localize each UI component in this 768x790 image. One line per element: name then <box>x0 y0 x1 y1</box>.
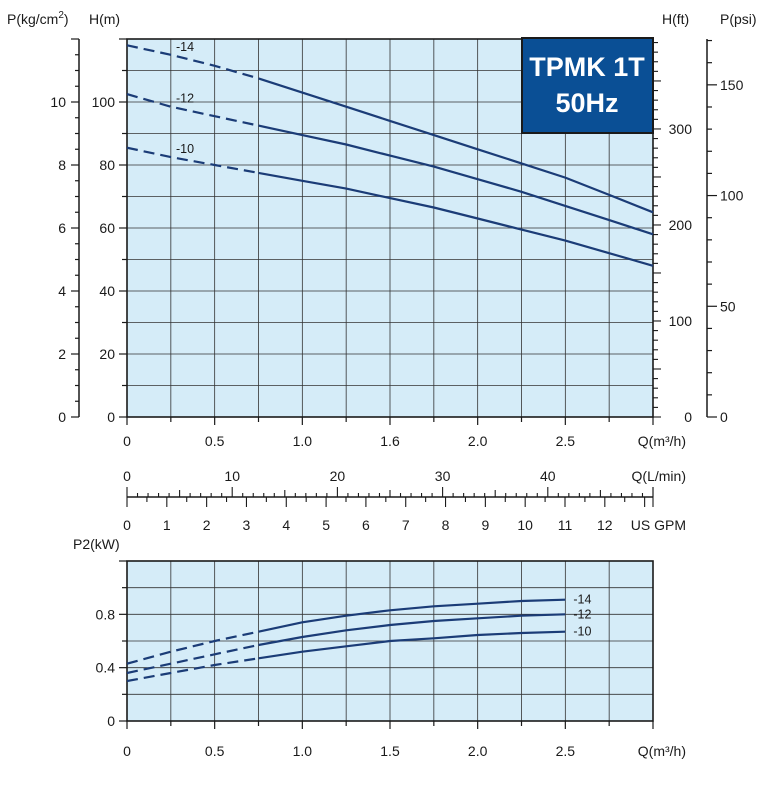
model-badge: TPMK 1T 50Hz <box>521 37 654 134</box>
power-chart: 00.40.8P2(kW)0 0.5 1.0 1.5 2.0 2.5 Q(m³/h)-14-… <box>73 536 686 759</box>
flow-gpm-tick-label-1: 1 <box>163 517 171 533</box>
power-flow-tick-label-2-5: 2.5 <box>556 743 576 759</box>
power-curve-dashed-10 <box>126 657 259 683</box>
head-m-tick-label-100: 100 <box>92 94 116 110</box>
power-curve-14 <box>258 598 566 633</box>
pressure-kg-tick-label-4: 4 <box>58 283 66 299</box>
head-m-tick-label-80: 80 <box>99 157 115 173</box>
head-m-tick-label-60: 60 <box>99 220 115 236</box>
head-m-tick-label-40: 40 <box>99 283 115 299</box>
power-flow-tick-label-1-0: 1.0 <box>293 743 313 759</box>
flow-gpm-axis-title: US GPM <box>631 517 686 533</box>
power-curve-dashed-14 <box>126 630 259 665</box>
head-ft-axis-title: H(ft) <box>662 11 689 27</box>
flow-gpm-axis: 0 1 2 3 4 5 6 7 8 9 10 11 12 US GPM <box>123 497 686 533</box>
power-curve-12 <box>258 613 566 647</box>
power-y-tick-label-0-8: 0.8 <box>96 606 116 622</box>
flow-gpm-tick-label-2: 2 <box>203 517 211 533</box>
power-curve-10 <box>258 630 566 660</box>
flow-gpm-tick-label-12: 12 <box>597 517 613 533</box>
flow-lpm-tick-label-40: 40 <box>540 468 556 484</box>
flow-lpm-tick-label-0: 0 <box>123 468 131 484</box>
pressure-psi-axis-title: P(psi) <box>720 11 757 27</box>
head-curve-label-10: -10 <box>176 142 194 156</box>
head-m-tick-label-0: 0 <box>107 409 115 425</box>
pressure-psi-tick-label-150: 150 <box>720 77 744 93</box>
flow-gpm-tick-label-6: 6 <box>362 517 370 533</box>
head-m-axis-title: H(m) <box>89 11 120 27</box>
head-curve-dashed-10 <box>126 146 259 174</box>
power-y-axis-title: P2(kW) <box>73 536 120 552</box>
flow-gpm-tick-label-3: 3 <box>243 517 251 533</box>
pressure-kg-axis-title-sup: 2 <box>58 10 64 21</box>
head-curve-12 <box>258 124 654 236</box>
head-flow-tick-label-0: 0 <box>123 433 131 449</box>
frequency-label: 50Hz <box>555 88 618 118</box>
pressure-psi-tick-label-100: 100 <box>720 188 744 204</box>
pressure-kg-tick-label-2: 2 <box>58 346 66 362</box>
pressure-kg-tick-label-6: 6 <box>58 220 66 236</box>
head-ft-tick-label-300: 300 <box>669 121 693 137</box>
head-flow-tick-label-1-6: 1.6 <box>380 433 400 449</box>
power-curve-label-10: -10 <box>573 625 591 639</box>
power-curve-dashed-12 <box>126 643 259 675</box>
head-flow-tick-label-0-5: 0.5 <box>205 433 225 449</box>
pressure-kg-tick-label-0: 0 <box>58 409 66 425</box>
head-curve-label-12: -12 <box>176 92 194 106</box>
head-curve-label-14: -14 <box>176 40 194 54</box>
flow-gpm-tick-label-4: 4 <box>282 517 290 533</box>
power-flow-axis-title: Q(m³/h) <box>638 743 686 759</box>
head-curve-14 <box>258 77 654 214</box>
power-flow-tick-label-0: 0 <box>123 743 131 759</box>
flow-lpm-tick-label-30: 30 <box>435 468 451 484</box>
head-curve-dashed-14 <box>126 44 259 80</box>
power-y-tick-label-0-4: 0.4 <box>96 660 116 676</box>
pressure-kg-tick-label-8: 8 <box>58 157 66 173</box>
head-flow-tick-label-1-0: 1.0 <box>293 433 313 449</box>
head-ft-tick-label-0: 0 <box>684 409 692 425</box>
pressure-kg-axis-title-end: ) <box>64 11 69 27</box>
flow-lpm-axis-title: Q(L/min) <box>632 468 686 484</box>
power-flow-tick-label-0-5: 0.5 <box>205 743 225 759</box>
head-ft-tick-label-100: 100 <box>669 313 693 329</box>
flow-gpm-tick-label-0: 0 <box>123 517 131 533</box>
flow-gpm-tick-label-7: 7 <box>402 517 410 533</box>
flow-gpm-tick-label-10: 10 <box>517 517 533 533</box>
flow-lpm-tick-label-20: 20 <box>330 468 346 484</box>
pressure-kg-axis-title: P(kg/cm2) <box>7 10 69 27</box>
power-curve-label-12: -12 <box>573 607 591 621</box>
head-curve-10 <box>258 171 654 267</box>
head-ft-tick-label-200: 200 <box>669 217 693 233</box>
power-flow-tick-label-1-5: 1.5 <box>380 743 400 759</box>
flow-lpm-tick-label-10: 10 <box>224 468 240 484</box>
flow-lpm-axis: 0 10 20 30 40 Q(L/min) <box>123 468 686 498</box>
head-flow-axis-title: Q(m³/h) <box>638 433 686 449</box>
flow-gpm-tick-label-9: 9 <box>481 517 489 533</box>
power-flow-tick-label-2-0: 2.0 <box>468 743 488 759</box>
head-flow-tick-label-2-5: 2.5 <box>556 433 576 449</box>
head-curve-dashed-12 <box>126 93 259 127</box>
pressure-psi-tick-label-0: 0 <box>720 409 728 425</box>
power-y-tick-label-0: 0 <box>107 713 115 729</box>
flow-gpm-tick-label-8: 8 <box>442 517 450 533</box>
flow-gpm-tick-label-5: 5 <box>322 517 330 533</box>
pressure-psi-tick-label-50: 50 <box>720 298 736 314</box>
head-m-tick-label-20: 20 <box>99 346 115 362</box>
pressure-kg-tick-label-10: 10 <box>50 94 66 110</box>
model-name: TPMK 1T <box>529 52 645 82</box>
model-badge-box <box>521 37 654 134</box>
power-curve-label-14: -14 <box>573 593 591 607</box>
flow-gpm-tick-label-11: 11 <box>558 517 573 533</box>
head-flow-tick-label-2-0: 2.0 <box>468 433 488 449</box>
